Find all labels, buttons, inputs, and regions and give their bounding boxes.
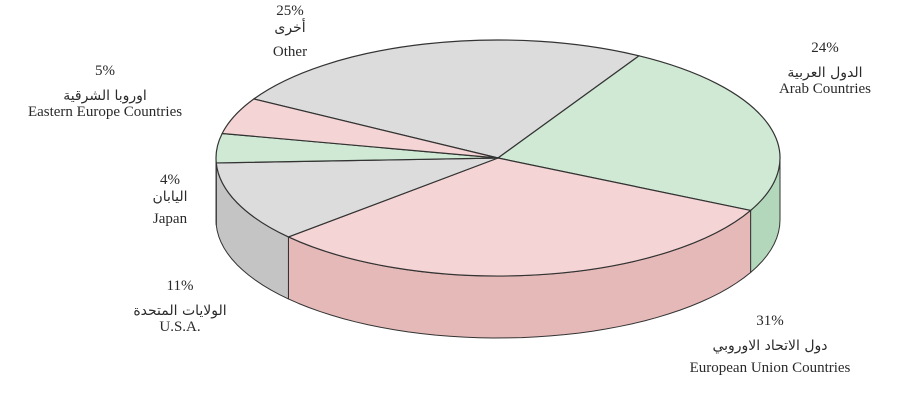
label-japan-english: Japan <box>152 211 188 228</box>
label-japan-percent: 4% <box>160 172 180 188</box>
label-arab: 24% الدول العربية Arab Countries <box>745 40 899 99</box>
slice-usa <box>215 157 499 238</box>
label-eeurope-percent: 5% <box>95 63 115 79</box>
label-japan: 4% اليابان Japan <box>130 172 210 229</box>
label-arab-english: Arab Countries <box>778 81 872 98</box>
label-eu-percent: 31% <box>756 313 784 329</box>
label-other-percent: 25% <box>276 3 304 19</box>
slice-eeurope <box>221 98 499 159</box>
pie-slices <box>215 39 781 277</box>
label-usa-arabic: الولايات المتحدة <box>133 303 227 320</box>
label-eeurope: 5% اوروبا الشرقية Eastern Europe Countri… <box>0 63 210 122</box>
slice-arab <box>497 55 781 212</box>
label-eu: 31% دول الاتحاد الاوروبي European Union … <box>650 313 890 378</box>
label-eu-arabic: دول الاتحاد الاوروبي <box>712 338 828 355</box>
label-eu-english: European Union Countries <box>689 360 851 377</box>
label-other: 25% أخرى Other <box>235 3 345 62</box>
label-arab-percent: 24% <box>811 40 839 56</box>
pie-sides <box>215 157 781 339</box>
label-eeurope-english: Eastern Europe Countries <box>27 104 183 121</box>
label-other-english: Other <box>272 44 308 61</box>
label-usa-percent: 11% <box>166 278 194 294</box>
label-eeurope-arabic: اوروبا الشرقية <box>63 88 147 105</box>
slice-eu <box>287 157 752 277</box>
label-other-arabic: أخرى <box>274 20 306 37</box>
label-usa: 11% الولايات المتحدة U.S.A. <box>110 278 250 337</box>
slice-other <box>253 39 640 159</box>
label-usa-english: U.S.A. <box>159 319 201 336</box>
label-japan-arabic: اليابان <box>152 189 188 206</box>
label-arab-arabic: الدول العربية <box>787 65 863 82</box>
